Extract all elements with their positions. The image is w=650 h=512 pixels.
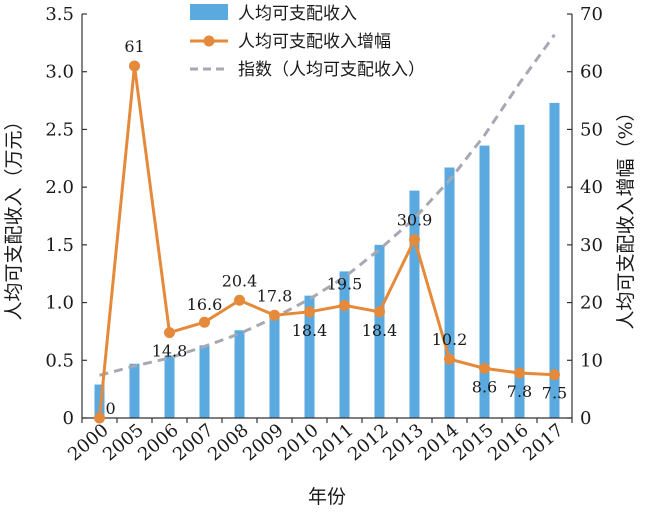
legend-index-label: 指数（人均可支配收入） bbox=[238, 60, 425, 80]
legend-growth-label: 人均可支配收入增幅 bbox=[238, 32, 391, 52]
growth-label-2011: 19.5 bbox=[327, 274, 363, 293]
x-tick-label: 2014 bbox=[414, 420, 463, 466]
right-tick-label: 70 bbox=[580, 4, 603, 25]
bar-2009 bbox=[269, 314, 280, 418]
bar-2000 bbox=[94, 384, 105, 418]
growth-point-2009 bbox=[269, 309, 280, 321]
growth-point-2000 bbox=[94, 412, 105, 424]
x-tick-label: 2006 bbox=[134, 420, 183, 466]
x-tick-label: 2009 bbox=[239, 420, 288, 466]
bar-2008 bbox=[234, 330, 245, 418]
bar-2006 bbox=[164, 355, 175, 418]
legend-growth-swatch-marker bbox=[203, 35, 215, 47]
index-series-line bbox=[99, 33, 556, 377]
growth-label-2008: 20.4 bbox=[222, 271, 258, 290]
growth-line-series bbox=[94, 60, 560, 424]
growth-label-2007: 16.6 bbox=[187, 295, 223, 314]
bar-2010 bbox=[304, 295, 315, 418]
growth-point-2015 bbox=[479, 362, 490, 374]
growth-label-2010: 18.4 bbox=[292, 321, 328, 340]
bar-2015 bbox=[479, 145, 490, 419]
x-axis-title: 年份 bbox=[308, 486, 346, 508]
x-tick-label: 2005 bbox=[99, 420, 148, 466]
growth-label-2005: 61 bbox=[124, 37, 144, 56]
right-tick-label: 20 bbox=[580, 293, 603, 314]
x-tick-label: 2015 bbox=[449, 420, 498, 466]
x-tick-label: 2007 bbox=[169, 420, 218, 466]
left-tick-label: 1.5 bbox=[45, 235, 74, 256]
left-tick-label: 2.5 bbox=[45, 119, 74, 140]
growth-point-2008 bbox=[234, 294, 245, 306]
growth-point-2007 bbox=[199, 316, 210, 328]
right-tick-label: 0 bbox=[580, 408, 591, 429]
left-y-axis-title: 人均可支配收入（万元） bbox=[3, 111, 25, 320]
growth-label-2006: 14.8 bbox=[152, 342, 188, 361]
data-labels: 0 61 14.8 16.6 20.417.8 18.4 19.5 18.4 30.9 10.2 8… bbox=[106, 37, 568, 418]
legend-bar-swatch bbox=[190, 4, 228, 20]
x-tick-label: 2016 bbox=[484, 420, 533, 466]
left-tick-label: 1.0 bbox=[45, 293, 74, 314]
growth-point-2013 bbox=[409, 234, 420, 246]
bar-2017 bbox=[549, 102, 560, 418]
right-tick-label: 50 bbox=[580, 119, 603, 140]
growth-label-2017: 7.5 bbox=[542, 384, 567, 403]
x-tick-label: 2012 bbox=[344, 420, 393, 466]
left-tick-label: 0 bbox=[63, 408, 74, 429]
bar-series bbox=[94, 102, 560, 419]
x-tick-label: 2010 bbox=[274, 420, 323, 466]
right-tick-label: 40 bbox=[580, 177, 603, 198]
right-tick-label: 30 bbox=[580, 235, 603, 256]
x-tick-label: 2011 bbox=[309, 420, 358, 466]
growth-label-2009: 17.8 bbox=[257, 286, 293, 305]
growth-point-2014 bbox=[444, 353, 455, 365]
legend-bar-label: 人均可支配收入 bbox=[238, 4, 357, 24]
left-tick-label: 0.5 bbox=[45, 350, 74, 371]
right-tick-label: 60 bbox=[580, 62, 603, 83]
growth-label-2016: 7.8 bbox=[507, 382, 532, 401]
axis-titles: 年份 人均可支配收入（万元） 人均可支配收入增幅（%） bbox=[3, 102, 637, 508]
growth-point-2016 bbox=[514, 367, 525, 379]
bar-2012 bbox=[374, 244, 385, 418]
growth-point-2017 bbox=[549, 369, 560, 381]
bar-2016 bbox=[514, 124, 525, 418]
left-tick-label: 3.5 bbox=[45, 4, 74, 25]
index-dashed-series bbox=[99, 33, 556, 377]
x-tick-label: 2017 bbox=[519, 420, 568, 466]
growth-point-2010 bbox=[304, 306, 315, 318]
growth-label-2014: 10.2 bbox=[432, 330, 468, 349]
bar-2013 bbox=[409, 190, 420, 418]
growth-point-2011 bbox=[339, 299, 350, 311]
x-tick-label: 2013 bbox=[379, 420, 428, 466]
x-tick-label: 2008 bbox=[204, 420, 253, 466]
bar-2011 bbox=[339, 271, 350, 418]
growth-point-2012 bbox=[374, 306, 385, 318]
bar-2014 bbox=[444, 167, 455, 418]
growth-label-2012: 18.4 bbox=[362, 321, 398, 340]
left-tick-label: 2.0 bbox=[45, 177, 74, 198]
growth-series-line bbox=[98, 65, 555, 419]
right-y-axis-title: 人均可支配收入增幅（%） bbox=[615, 102, 637, 329]
bar-2005 bbox=[129, 363, 140, 418]
bar-2007 bbox=[199, 345, 210, 418]
right-tick-label: 10 bbox=[580, 350, 603, 371]
growth-label-2015: 8.6 bbox=[472, 377, 497, 396]
growth-point-2006 bbox=[164, 327, 175, 339]
growth-label-2000: 0 bbox=[106, 399, 116, 418]
left-tick-label: 3.0 bbox=[45, 62, 74, 83]
growth-label-2013: 30.9 bbox=[397, 211, 433, 230]
growth-point-2005 bbox=[129, 60, 140, 72]
